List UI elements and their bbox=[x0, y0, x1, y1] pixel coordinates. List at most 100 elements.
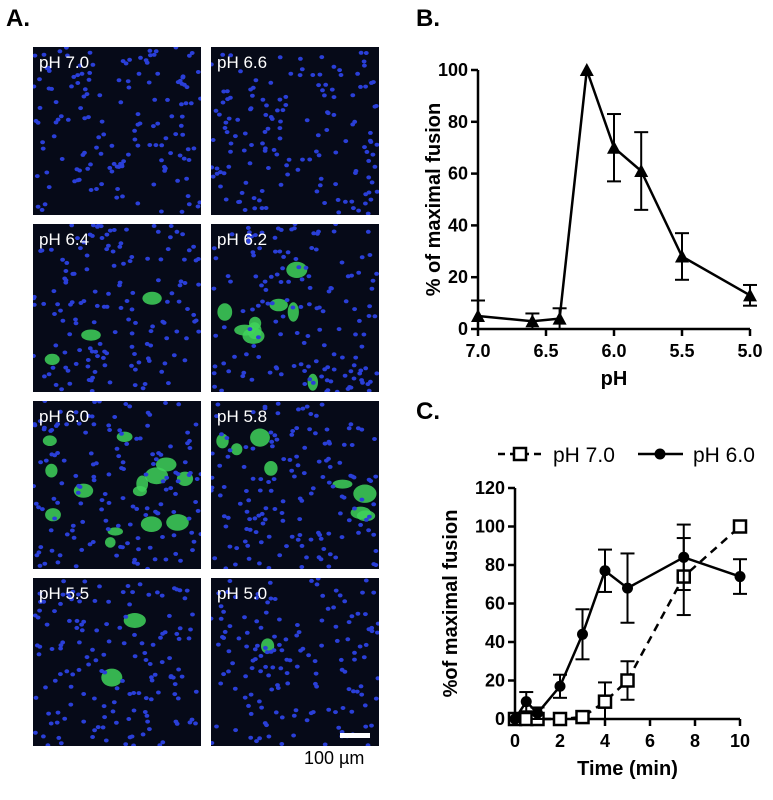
nucleus bbox=[317, 183, 323, 188]
nucleus bbox=[224, 130, 230, 135]
nucleus bbox=[320, 475, 326, 479]
nucleus bbox=[363, 201, 368, 206]
nucleus bbox=[340, 706, 346, 710]
nucleus bbox=[319, 618, 325, 623]
nucleus bbox=[280, 108, 286, 113]
nucleus bbox=[320, 309, 326, 314]
micrograph-image bbox=[33, 224, 201, 392]
nucleus bbox=[299, 543, 305, 548]
nucleus bbox=[189, 717, 195, 722]
nucleus bbox=[368, 479, 374, 483]
nucleus bbox=[352, 506, 357, 511]
micrograph-label: pH 6.4 bbox=[39, 230, 90, 249]
nucleus bbox=[37, 591, 43, 596]
nucleus bbox=[142, 382, 148, 386]
nucleus bbox=[198, 96, 201, 101]
nucleus bbox=[131, 743, 136, 746]
nucleus bbox=[250, 658, 256, 663]
nucleus bbox=[191, 312, 197, 317]
nucleus bbox=[277, 97, 283, 102]
nucleus bbox=[370, 152, 376, 157]
data-point bbox=[509, 713, 521, 725]
data-point bbox=[599, 565, 611, 577]
nucleus bbox=[346, 518, 352, 523]
nucleus bbox=[62, 350, 68, 355]
nucleus bbox=[284, 298, 290, 303]
nucleus bbox=[363, 51, 369, 55]
nucleus bbox=[92, 728, 97, 733]
micrograph-image bbox=[33, 579, 199, 746]
nucleus bbox=[38, 599, 43, 604]
nucleus bbox=[249, 234, 254, 239]
nucleus bbox=[362, 145, 367, 150]
data-point bbox=[597, 694, 613, 709]
nucleus bbox=[296, 630, 302, 635]
nucleus bbox=[319, 402, 325, 407]
nucleus bbox=[312, 659, 318, 664]
nucleus bbox=[117, 280, 123, 285]
nucleus bbox=[60, 592, 66, 597]
nucleus bbox=[110, 709, 116, 714]
nucleus bbox=[285, 681, 291, 686]
nucleus bbox=[162, 361, 168, 366]
nucleus bbox=[287, 457, 293, 462]
nucleus bbox=[76, 421, 82, 426]
nucleus bbox=[114, 720, 119, 725]
nucleus bbox=[241, 370, 247, 375]
nucleus bbox=[367, 138, 373, 143]
nucleus bbox=[267, 580, 273, 585]
nucleus bbox=[132, 128, 137, 133]
nucleus bbox=[144, 713, 150, 718]
nucleus bbox=[310, 380, 316, 385]
nucleus bbox=[322, 742, 328, 746]
nucleus bbox=[212, 556, 218, 561]
micrograph-tile: pH 6.2 bbox=[211, 224, 379, 392]
nucleus bbox=[103, 738, 109, 743]
data-point bbox=[552, 711, 568, 727]
nucleus bbox=[81, 94, 87, 99]
nucleus bbox=[322, 441, 328, 446]
nucleus bbox=[369, 80, 374, 85]
nucleus bbox=[58, 601, 63, 606]
nucleus bbox=[194, 477, 200, 481]
nucleus bbox=[84, 267, 90, 272]
nucleus bbox=[263, 287, 269, 292]
nucleus bbox=[114, 446, 120, 451]
nucleus bbox=[348, 422, 354, 427]
nucleus bbox=[53, 120, 59, 125]
nucleus bbox=[270, 444, 275, 449]
nucleus bbox=[259, 283, 264, 288]
nucleus bbox=[275, 401, 281, 406]
y-tick-label: 100 bbox=[475, 517, 505, 537]
nucleus bbox=[191, 146, 197, 151]
nucleus bbox=[97, 341, 103, 346]
nucleus bbox=[74, 618, 80, 623]
nucleus bbox=[367, 304, 372, 309]
y-axis-title: %of maximal fusion bbox=[440, 510, 462, 698]
nucleus bbox=[367, 514, 372, 519]
nucleus bbox=[349, 199, 355, 204]
nucleus bbox=[290, 305, 296, 310]
nucleus bbox=[151, 182, 157, 187]
nucleus bbox=[59, 387, 64, 392]
nucleus bbox=[55, 422, 61, 427]
nucleus bbox=[373, 696, 379, 701]
nucleus bbox=[265, 301, 271, 306]
nucleus bbox=[49, 548, 55, 553]
nucleus bbox=[51, 289, 57, 294]
nucleus bbox=[109, 143, 115, 148]
nucleus bbox=[117, 244, 123, 249]
nucleus bbox=[267, 370, 273, 375]
nucleus bbox=[111, 161, 117, 166]
nucleus bbox=[299, 565, 305, 569]
nucleus bbox=[253, 274, 259, 279]
nucleus bbox=[123, 614, 129, 619]
nucleus bbox=[85, 358, 91, 362]
nucleus bbox=[280, 499, 286, 504]
nucleus bbox=[102, 670, 108, 675]
nucleus bbox=[314, 582, 320, 587]
nucleus bbox=[156, 690, 161, 695]
nucleus bbox=[221, 89, 227, 94]
nucleus bbox=[358, 84, 363, 89]
nucleus bbox=[334, 638, 340, 643]
